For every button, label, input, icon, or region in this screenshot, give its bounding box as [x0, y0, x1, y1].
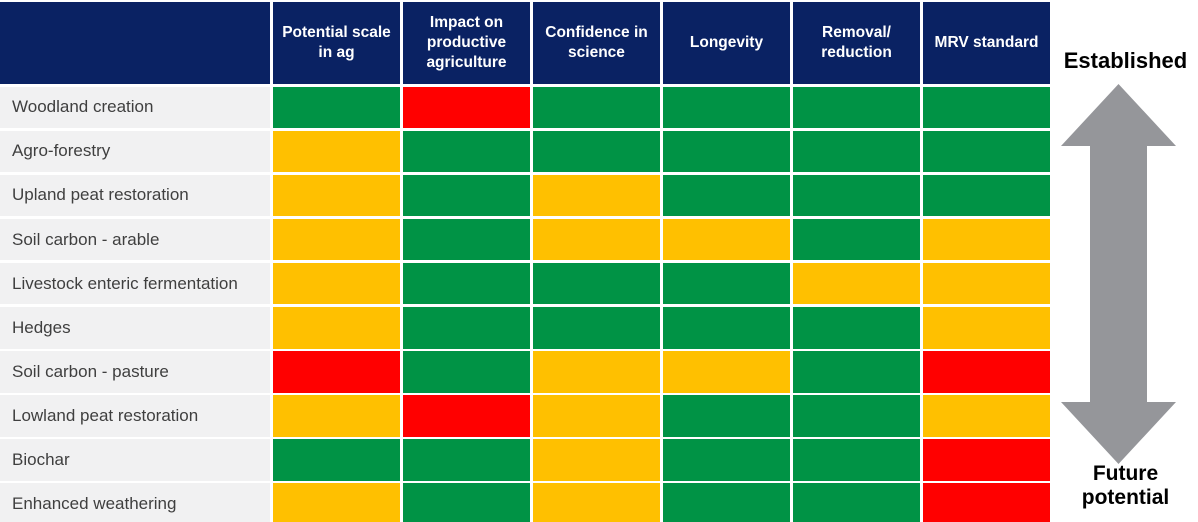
rating-cell-r7-c6	[923, 351, 1050, 393]
row-label: Biochar	[0, 439, 270, 481]
rating-cell-r8-c5	[793, 395, 920, 437]
rating-cell-r5-c3	[533, 262, 660, 305]
established-future-axis: Established Future potential	[1053, 0, 1198, 522]
established-label: Established	[1063, 48, 1188, 73]
rating-cell-r10-c6	[923, 483, 1050, 522]
rating-cell-r6-c4	[663, 306, 790, 349]
row-label: Upland peat restoration	[0, 174, 270, 217]
rating-cell-r7-c5	[793, 351, 920, 393]
rating-cell-r6-c5	[793, 306, 920, 349]
rating-cell-r6-c6	[923, 306, 1050, 349]
rating-cell-r2-c2	[403, 130, 530, 173]
column-header-4: Longevity	[663, 2, 790, 84]
rating-cell-r3-c3	[533, 174, 660, 217]
rating-cell-r4-c3	[533, 218, 660, 261]
rating-cell-r6-c2	[403, 306, 530, 349]
rating-cell-r5-c4	[663, 262, 790, 305]
rating-cell-r8-c6	[923, 395, 1050, 437]
rating-cell-r1-c1	[273, 86, 400, 129]
column-header-3: Confidence in science	[533, 2, 660, 84]
rating-cell-r2-c5	[793, 130, 920, 173]
rating-cell-r5-c1	[273, 262, 400, 305]
rating-cell-r4-c2	[403, 218, 530, 261]
rating-cell-r2-c6	[923, 130, 1050, 173]
column-header-5: Removal/ reduction	[793, 2, 920, 84]
rating-cell-r8-c2	[403, 395, 530, 437]
rating-cell-r6-c3	[533, 306, 660, 349]
rating-cell-r10-c3	[533, 483, 660, 522]
rating-cell-r4-c6	[923, 218, 1050, 261]
column-header-6: MRV standard	[923, 2, 1050, 84]
rating-cell-r2-c3	[533, 130, 660, 173]
rating-cell-r7-c1	[273, 351, 400, 393]
rating-cell-r1-c4	[663, 86, 790, 129]
rating-cell-r5-c6	[923, 262, 1050, 305]
rating-cell-r5-c5	[793, 262, 920, 305]
rating-cell-r8-c4	[663, 395, 790, 437]
rating-cell-r1-c3	[533, 86, 660, 129]
rating-cell-r5-c2	[403, 262, 530, 305]
column-header-1: Potential scale in ag	[273, 2, 400, 84]
future-potential-label: Future potential	[1081, 462, 1170, 510]
rating-cell-r7-c2	[403, 351, 530, 393]
rating-cell-r9-c3	[533, 439, 660, 481]
column-header-2: Impact on productive agriculture	[403, 2, 530, 84]
rating-cell-r3-c4	[663, 174, 790, 217]
row-label: Woodland creation	[0, 86, 270, 129]
rating-cell-r1-c5	[793, 86, 920, 129]
rating-cell-r9-c2	[403, 439, 530, 481]
rating-cell-r10-c2	[403, 483, 530, 522]
row-label: Livestock enteric fermentation	[0, 262, 270, 305]
rating-cell-r9-c1	[273, 439, 400, 481]
rating-cell-r10-c1	[273, 483, 400, 522]
rating-cell-r3-c5	[793, 174, 920, 217]
header-corner-cell	[0, 2, 270, 84]
row-label: Agro-forestry	[0, 130, 270, 173]
rating-cell-r4-c5	[793, 218, 920, 261]
double-arrow-icon	[1061, 84, 1176, 464]
rating-cell-r2-c4	[663, 130, 790, 173]
rating-cell-r3-c2	[403, 174, 530, 217]
rating-cell-r1-c2	[403, 86, 530, 129]
row-label: Soil carbon - arable	[0, 218, 270, 261]
rating-cell-r9-c6	[923, 439, 1050, 481]
rating-cell-r4-c1	[273, 218, 400, 261]
rating-cell-r9-c4	[663, 439, 790, 481]
rating-cell-r4-c4	[663, 218, 790, 261]
rating-cell-r7-c4	[663, 351, 790, 393]
rating-cell-r6-c1	[273, 306, 400, 349]
rating-cell-r10-c4	[663, 483, 790, 522]
rating-cell-r3-c1	[273, 174, 400, 217]
rating-cell-r7-c3	[533, 351, 660, 393]
rating-cell-r8-c3	[533, 395, 660, 437]
rating-cell-r1-c6	[923, 86, 1050, 129]
rating-cell-r10-c5	[793, 483, 920, 522]
heatmap-table: Potential scale in ag Impact on productiv…	[0, 0, 1050, 522]
rating-cell-r3-c6	[923, 174, 1050, 217]
row-label: Soil carbon - pasture	[0, 351, 270, 393]
row-label: Hedges	[0, 306, 270, 349]
row-label: Enhanced weathering	[0, 483, 270, 522]
row-label: Lowland peat restoration	[0, 395, 270, 437]
rating-cell-r8-c1	[273, 395, 400, 437]
rating-cell-r9-c5	[793, 439, 920, 481]
rating-cell-r2-c1	[273, 130, 400, 173]
